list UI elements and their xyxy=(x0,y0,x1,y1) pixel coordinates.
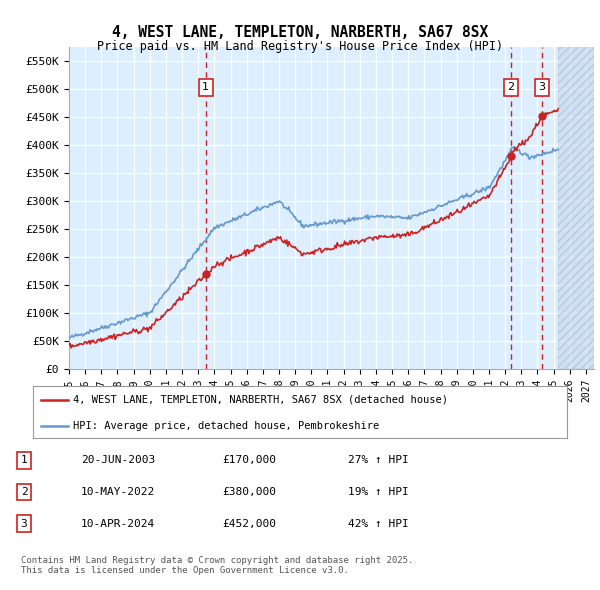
Text: 1: 1 xyxy=(20,455,28,466)
Text: 1: 1 xyxy=(202,83,209,93)
Text: Contains HM Land Registry data © Crown copyright and database right 2025.
This d: Contains HM Land Registry data © Crown c… xyxy=(21,556,413,575)
Text: Price paid vs. HM Land Registry's House Price Index (HPI): Price paid vs. HM Land Registry's House … xyxy=(97,40,503,53)
Text: 19% ↑ HPI: 19% ↑ HPI xyxy=(348,487,409,497)
Text: 2: 2 xyxy=(508,83,515,93)
Text: 4, WEST LANE, TEMPLETON, NARBERTH, SA67 8SX (detached house): 4, WEST LANE, TEMPLETON, NARBERTH, SA67 … xyxy=(73,395,448,405)
Text: HPI: Average price, detached house, Pembrokeshire: HPI: Average price, detached house, Pemb… xyxy=(73,421,379,431)
Point xyxy=(201,269,211,278)
Bar xyxy=(559,47,594,369)
Text: 2: 2 xyxy=(20,487,28,497)
Point xyxy=(506,152,516,161)
Text: 10-APR-2024: 10-APR-2024 xyxy=(81,519,155,529)
Text: 3: 3 xyxy=(20,519,28,529)
Text: 42% ↑ HPI: 42% ↑ HPI xyxy=(348,519,409,529)
Text: 4, WEST LANE, TEMPLETON, NARBERTH, SA67 8SX: 4, WEST LANE, TEMPLETON, NARBERTH, SA67 … xyxy=(112,25,488,40)
Text: 10-MAY-2022: 10-MAY-2022 xyxy=(81,487,155,497)
Text: 20-JUN-2003: 20-JUN-2003 xyxy=(81,455,155,466)
Text: £380,000: £380,000 xyxy=(222,487,276,497)
Point xyxy=(537,112,547,121)
Text: 27% ↑ HPI: 27% ↑ HPI xyxy=(348,455,409,466)
Text: £452,000: £452,000 xyxy=(222,519,276,529)
Text: 3: 3 xyxy=(538,83,545,93)
Text: £170,000: £170,000 xyxy=(222,455,276,466)
